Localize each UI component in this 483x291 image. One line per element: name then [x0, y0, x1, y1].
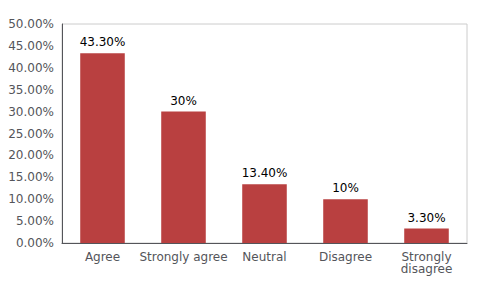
- svg-text:5.00%: 5.00%: [16, 214, 54, 228]
- svg-text:15.00%: 15.00%: [8, 170, 54, 184]
- svg-text:20.00%: 20.00%: [8, 148, 54, 162]
- svg-text:35.00%: 35.00%: [8, 83, 54, 97]
- svg-text:Strongly agree: Strongly agree: [139, 250, 227, 264]
- svg-text:45.00%: 45.00%: [8, 39, 54, 53]
- svg-text:10%: 10%: [332, 181, 359, 195]
- svg-text:40.00%: 40.00%: [8, 61, 54, 75]
- svg-text:Disagree: Disagree: [319, 250, 372, 264]
- svg-text:3.30%: 3.30%: [407, 211, 445, 225]
- svg-text:13.40%: 13.40%: [242, 166, 288, 180]
- svg-text:43.30%: 43.30%: [80, 35, 126, 49]
- svg-text:30.00%: 30.00%: [8, 105, 54, 119]
- svg-text:10.00%: 10.00%: [8, 192, 54, 206]
- svg-text:Agree: Agree: [85, 250, 120, 264]
- svg-text:0.00%: 0.00%: [16, 236, 54, 250]
- svg-text:Neutral: Neutral: [242, 250, 286, 264]
- svg-text:25.00%: 25.00%: [8, 127, 54, 141]
- svg-text:Strongly: Strongly: [401, 250, 452, 264]
- svg-text:disagree: disagree: [401, 262, 453, 276]
- svg-text:30%: 30%: [170, 94, 197, 108]
- svg-text:50.00%: 50.00%: [8, 17, 54, 31]
